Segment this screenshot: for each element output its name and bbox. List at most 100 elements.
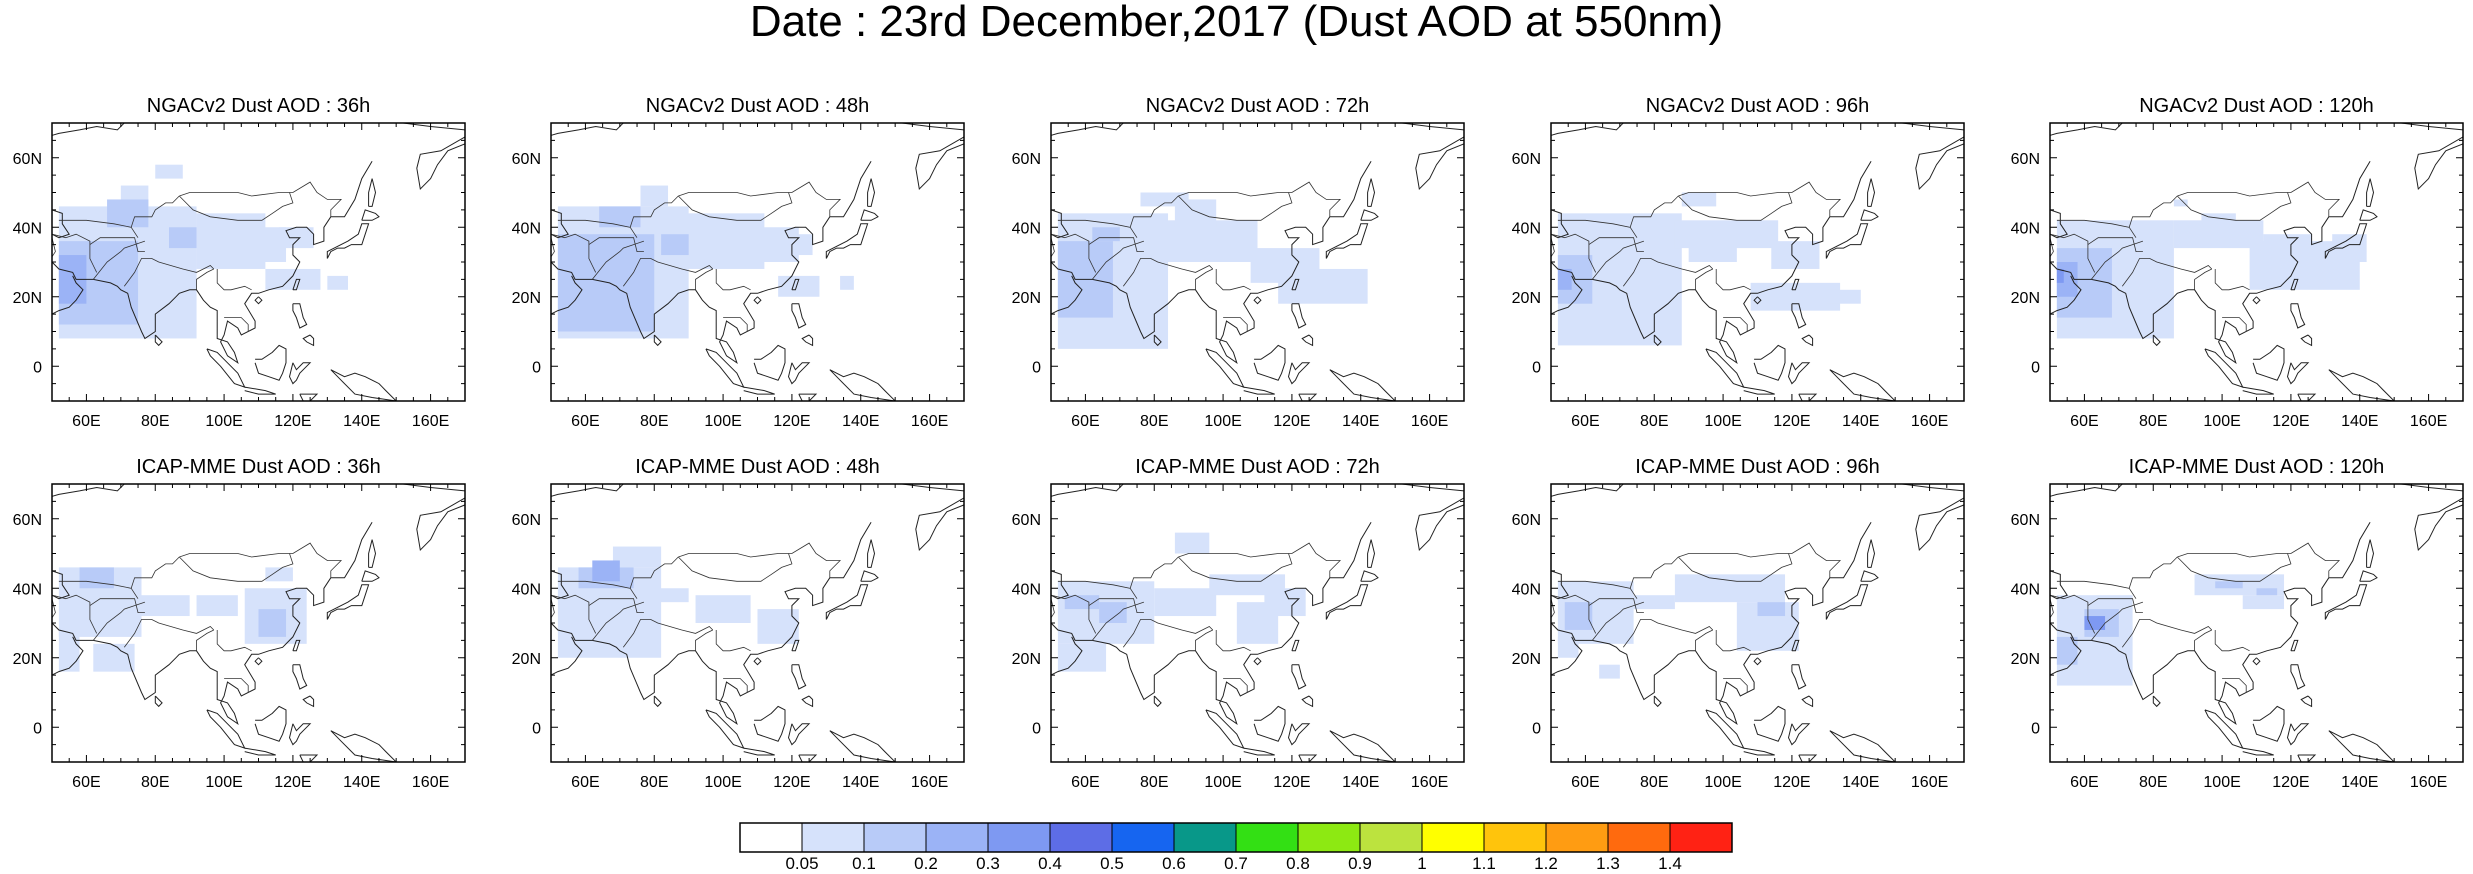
lat-tick-label: 20N [1012, 651, 1041, 668]
coastline [1298, 754, 1318, 762]
coastline [1551, 484, 1964, 497]
country-border [715, 269, 751, 291]
country-border [723, 678, 748, 693]
lat-tick-label: 0 [2031, 720, 2040, 737]
map-panel: NGACv2 Dust AOD : 96h 60E 80E 100E 120E 140E 1… [1512, 95, 1965, 430]
country-border [695, 268, 713, 290]
coastline [551, 636, 583, 676]
dust-aod-cell [1557, 636, 1579, 658]
coastline [2252, 705, 2285, 742]
coastline [2359, 570, 2378, 582]
map-plot-area [2050, 123, 2463, 401]
coastline [1291, 303, 1307, 329]
dust-aod-cell [169, 227, 197, 249]
country-border [2214, 269, 2250, 291]
coastline [551, 570, 569, 600]
lon-tick-label: 140E [2341, 413, 2378, 430]
country-border [1551, 237, 1555, 258]
coastline [753, 705, 786, 742]
country-border [1088, 237, 1144, 253]
coastline [551, 275, 583, 315]
dust-aod-cell [1688, 241, 1737, 262]
lon-tick-label: 120E [1273, 774, 1310, 791]
country-border [92, 240, 146, 280]
country-border [1591, 240, 1645, 280]
dust-aod-cell [2056, 636, 2078, 665]
coastline [551, 123, 964, 136]
country-border [1122, 258, 1214, 287]
map-plot-area [1551, 484, 1964, 762]
colorbar-label: 0.7 [1224, 854, 1248, 873]
country-border [1129, 195, 1179, 228]
lat-tick-label: 60N [512, 512, 541, 529]
lat-tick-label: 0 [532, 359, 541, 376]
dust-aod-cell [2173, 199, 2188, 207]
dust-aod-cell [2056, 268, 2064, 283]
coastline [791, 639, 800, 652]
coastline [1860, 209, 1879, 221]
lon-tick-label: 80E [640, 774, 668, 791]
lon-tick-label: 80E [2139, 774, 2167, 791]
country-border [1223, 317, 1248, 332]
lat-tick-label: 0 [1032, 359, 1041, 376]
lon-tick-label: 140E [343, 774, 380, 791]
lon-tick-label: 60E [1571, 774, 1599, 791]
lon-tick-label: 60E [1071, 774, 1099, 791]
map-panel: ICAP-MME Dust AOD : 120h 60E 80E 100E 120E 14… [2011, 456, 2464, 791]
colorbar-label: 0.2 [914, 854, 938, 873]
coastline [292, 639, 301, 652]
coastline [1243, 747, 1275, 756]
country-border [2056, 219, 2137, 238]
coastline [2050, 521, 2371, 726]
coastline [1325, 584, 1369, 620]
country-border [1695, 629, 1713, 651]
country-border [1223, 678, 1248, 693]
panel-title: ICAP-MME Dust AOD : 96h [1635, 456, 1880, 478]
lat-tick-label: 40N [13, 581, 42, 598]
country-border [1122, 619, 1214, 648]
coastline [2324, 223, 2368, 259]
coastline [551, 209, 569, 239]
coastline [2286, 723, 2310, 746]
country-border [1629, 195, 1679, 228]
lon-tick-label: 120E [773, 413, 810, 430]
colorbar-swatch [1235, 822, 1299, 853]
colorbar-swatch [1359, 822, 1423, 853]
lon-tick-label: 60E [1071, 413, 1099, 430]
country-border [2128, 195, 2178, 228]
coastline [1791, 664, 1807, 690]
coastline [1798, 393, 1818, 401]
coastline [915, 136, 964, 191]
coastline [52, 570, 70, 600]
country-border [216, 630, 252, 652]
coastline [1798, 754, 1818, 762]
lat-tick-label: 40N [2011, 220, 2040, 237]
colorbar-label: 1.2 [1534, 854, 1558, 873]
lat-tick-label: 60N [1012, 151, 1041, 168]
country-border [1129, 556, 1179, 589]
map-panel: NGACv2 Dust AOD : 36h 60E 80E 100E 120E 140E 1… [13, 95, 466, 430]
dust-aod-cell [2084, 616, 2106, 630]
country-border [1051, 594, 1097, 634]
lat-tick-label: 20N [2011, 651, 2040, 668]
coastline [753, 296, 762, 305]
coastline [154, 695, 163, 708]
lon-tick-label: 80E [2139, 413, 2167, 430]
dust-aod-cell [258, 609, 287, 637]
dust-aod-cell [2215, 581, 2243, 589]
lon-tick-label: 100E [704, 413, 741, 430]
coastline [361, 570, 380, 582]
coastline [1253, 344, 1286, 381]
coastline [1301, 334, 1314, 347]
dust-aod-cell [327, 275, 348, 290]
coastline [1551, 209, 1569, 239]
coastline [2297, 393, 2317, 401]
coastline [801, 695, 814, 708]
panel-title: NGACv2 Dust AOD : 36h [147, 95, 370, 117]
country-border [1051, 237, 1055, 258]
country-border [723, 317, 748, 332]
country-border [123, 258, 215, 287]
coastline [1551, 636, 1583, 676]
colorbar-label: 1 [1417, 854, 1426, 873]
panel-title: NGACv2 Dust AOD : 96h [1646, 95, 1869, 117]
